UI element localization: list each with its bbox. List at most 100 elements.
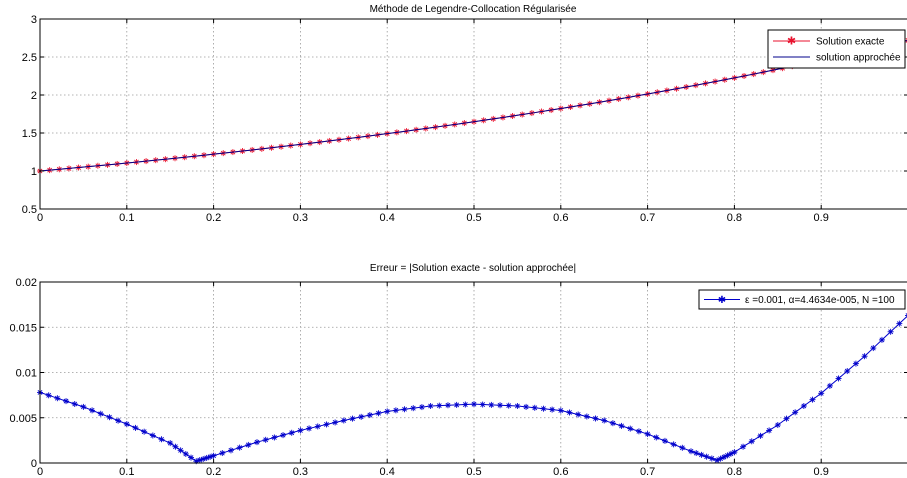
- bottom-series-marker: [731, 449, 738, 456]
- bottom-series-marker: [427, 402, 434, 409]
- bottom-series-marker: [288, 429, 295, 436]
- top-ytick-label: 3: [31, 14, 37, 26]
- top-ytick-label: 2.5: [22, 52, 37, 64]
- bottom-series-marker: [618, 422, 625, 429]
- bottom-series-marker: [340, 417, 347, 424]
- bottom-series-marker: [63, 398, 70, 405]
- bottom-grid: [40, 282, 907, 463]
- bottom-series-marker: [870, 345, 877, 352]
- top-xtick-label: 0.6: [553, 212, 568, 224]
- top-xtick-label: 0.4: [380, 212, 395, 224]
- legend-label-error: ε =0.001, α=4.4634e-005, N =100: [745, 295, 895, 306]
- bottom-series-marker: [306, 425, 313, 432]
- bottom-series-marker: [227, 447, 234, 454]
- top-ytick-label: 1: [31, 166, 37, 178]
- bottom-series-marker: [592, 415, 599, 422]
- top-xtick-label: 0.7: [640, 212, 655, 224]
- top-legend-box: [767, 29, 906, 69]
- bottom-series-marker: [792, 409, 799, 416]
- top-grid: [40, 19, 907, 209]
- bottom-series-marker: [748, 438, 755, 445]
- top-legend: ✱ Solution exacte solution approchée: [767, 29, 906, 69]
- bottom-series-marker: [384, 408, 391, 415]
- bottom-series-marker: [627, 425, 634, 432]
- bottom-series-marker: [97, 410, 104, 417]
- bottom-series-marker: [698, 451, 705, 458]
- top-series: [37, 37, 907, 174]
- bottom-series-marker: [280, 432, 287, 439]
- bottom-series-marker: [800, 402, 807, 409]
- bottom-series-marker: [297, 427, 304, 434]
- bottom-series-marker: [609, 420, 616, 427]
- bottom-series-marker: [132, 424, 139, 431]
- bottom-series-marker: [826, 382, 833, 389]
- bottom-series-marker: [349, 415, 356, 422]
- bottom-series-marker: [245, 441, 252, 448]
- bottom-series-marker: [210, 452, 217, 459]
- bottom-series-marker: [523, 403, 530, 410]
- bottom-chart-title: Erreur = |Solution exacte - solution app…: [370, 263, 576, 274]
- bottom-xtick-label: 0.9: [814, 466, 829, 478]
- bottom-series-marker: [531, 404, 538, 411]
- bottom-subplot: Erreur = |Solution exacte - solution app…: [9, 263, 907, 478]
- bottom-series-marker: [488, 401, 495, 408]
- bottom-series-marker: [453, 401, 460, 408]
- bottom-series-marker: [254, 439, 260, 446]
- top-xtick-label: 0.1: [119, 212, 134, 224]
- bottom-series-marker: [479, 401, 486, 408]
- bottom-ytick-label: 0.02: [16, 277, 37, 289]
- bottom-ytick-label: 0.01: [16, 368, 37, 380]
- bottom-series-marker: [818, 390, 825, 397]
- bottom-series-marker: [123, 421, 130, 428]
- bottom-series-marker: [514, 402, 521, 409]
- legend-label-exact: Solution exacte: [816, 37, 885, 48]
- bottom-legend-box: [698, 289, 906, 310]
- bottom-series-marker: [896, 320, 903, 327]
- bottom-series-marker: [219, 450, 226, 457]
- bottom-series-marker: [635, 428, 642, 435]
- legend-label-approx: solution approchée: [816, 53, 901, 64]
- bottom-series-marker: [575, 411, 582, 418]
- top-ytick-label: 0.5: [22, 204, 37, 216]
- bottom-series-marker: [323, 421, 330, 428]
- bottom-xtick-label: 0: [37, 466, 43, 478]
- bottom-series-marker: [540, 405, 547, 412]
- bottom-series-marker: [471, 401, 477, 408]
- bottom-series-marker: [410, 405, 417, 412]
- bottom-series-marker: [783, 415, 790, 422]
- bottom-series-line-0: [39, 315, 907, 462]
- bottom-series-marker: [661, 437, 668, 444]
- bottom-series-marker: [236, 444, 243, 451]
- bottom-series-marker: [167, 440, 174, 447]
- bottom-series-marker: [271, 434, 278, 441]
- bottom-series-marker: [835, 375, 842, 382]
- bottom-series-marker: [887, 328, 894, 335]
- bottom-series-marker: [54, 395, 61, 402]
- bottom-series-marker: [418, 404, 425, 411]
- bottom-series-marker: [688, 448, 694, 455]
- bottom-series-marker: [401, 406, 408, 413]
- bottom-ytick-label: 0: [31, 458, 37, 470]
- bottom-series-marker: [462, 401, 469, 408]
- bottom-series-marker: [71, 400, 78, 407]
- bottom-series-marker: [644, 431, 651, 438]
- bottom-ytick-label: 0.015: [9, 322, 37, 334]
- top-xtick-label: 0.9: [814, 212, 829, 224]
- bottom-series-marker: [878, 336, 885, 343]
- bottom-series-marker: [583, 413, 590, 420]
- bottom-series-marker: [262, 436, 269, 443]
- legend-marker-exact: ✱: [787, 36, 796, 48]
- bottom-series-marker: [693, 450, 700, 457]
- bottom-series-marker: [106, 414, 113, 421]
- bottom-xtick-label: 0.1: [119, 466, 134, 478]
- bottom-ticks: 0 0.1 0.2 0.3 0.4 0.5 0.6 0.7 0.8 0.9 0 0.005 0.01 0.…: [9, 277, 907, 478]
- legend-marker-error: ✱: [718, 295, 726, 306]
- bottom-series-marker: [670, 441, 677, 448]
- bottom-series-marker: [852, 360, 859, 367]
- bottom-series-marker: [601, 417, 608, 424]
- top-xtick-label: 0.3: [293, 212, 308, 224]
- bottom-series-marker: [708, 455, 715, 462]
- top-ticks: 0 0.1 0.2 0.3 0.4 0.5 0.6 0.7 0.8 0.9 0.5 1 1.5 2 2.5 3: [22, 14, 907, 224]
- bottom-series-marker: [557, 407, 564, 414]
